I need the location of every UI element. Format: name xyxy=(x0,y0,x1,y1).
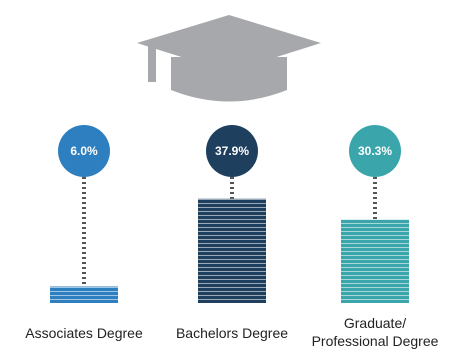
bar xyxy=(198,198,266,303)
value-bubble xyxy=(349,125,401,177)
value-bubble xyxy=(58,125,110,177)
bar xyxy=(50,286,118,303)
category-label: Associates Degree xyxy=(25,325,143,341)
data-label: 37.9% xyxy=(215,144,249,158)
category-label: Graduate/ xyxy=(344,315,406,331)
bar xyxy=(341,219,409,303)
category-label: Professional Degree xyxy=(312,333,439,349)
graduation-cap-icon xyxy=(137,15,321,102)
data-label: 30.3% xyxy=(358,144,392,158)
value-bubble xyxy=(206,125,258,177)
category-label: Bachelors Degree xyxy=(176,325,288,341)
data-label: 6.0% xyxy=(70,144,98,158)
